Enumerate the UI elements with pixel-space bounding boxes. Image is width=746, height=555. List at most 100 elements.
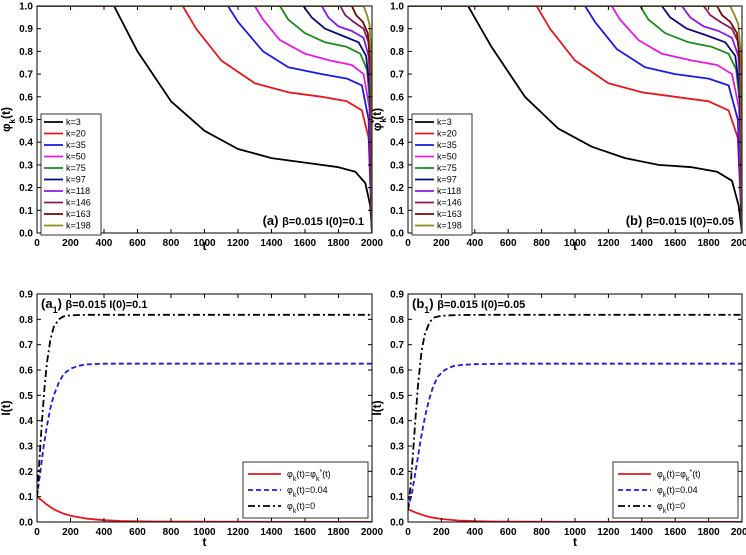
legend-text: (t)= (666, 469, 680, 479)
panel-annotation: (a) β=0.015 I(0)=0.1 (263, 213, 364, 228)
x-tick-label: 1000 (564, 238, 587, 249)
y-tick-label: 0.9 (19, 290, 33, 301)
chart-panel-a1: 0 200 400 600 800 1000 1200 1400 1600 1800 2000 0.0… (0, 290, 384, 550)
panel-letter: (b) (626, 213, 646, 228)
x-tick-label: 2000 (361, 527, 384, 538)
x-tick-label: 200 (433, 238, 450, 249)
y-tick-label: 0.6 (390, 92, 404, 103)
series-line-k=50 (408, 6, 742, 233)
y-axis-label: φk(t) (0, 107, 17, 132)
legend-text: (t)=0 (666, 501, 685, 511)
series-line-k=20 (408, 6, 742, 233)
y-tick-label: 0.6 (19, 366, 33, 377)
y-tick-label: 0.5 (19, 391, 33, 402)
x-tick-label: 1400 (631, 238, 654, 249)
legend-label: k=20 (437, 129, 457, 139)
y-tick-label: 0.0 (19, 229, 33, 240)
series-line-k=198 (408, 6, 742, 233)
panel-annotation: (b1) β=0.015 I(0)=0.05 (412, 296, 525, 315)
y-label-base: φ (0, 123, 13, 132)
legend-label: k=75 (66, 163, 86, 173)
y-tick-label: 0.5 (19, 115, 33, 126)
y-tick-label: 1.0 (19, 2, 33, 13)
y-axis-label: I(t) (0, 400, 13, 415)
chart-panel-b: 0 200 400 600 800 1000 1200 1400 1600 1800 2000 0.0… (370, 2, 746, 254)
legend-label: φk(t)=0 (657, 501, 685, 515)
y-tick-label: 0.5 (390, 391, 404, 402)
x-axis-label: t (203, 535, 207, 549)
y-tick-label: 0.0 (390, 229, 404, 240)
x-tick-label: 600 (500, 238, 517, 249)
series-line-k=3 (408, 6, 742, 233)
chart-panel-b1: 0 200 400 600 800 1000 1200 1400 1600 1800 2000 0.0… (370, 290, 746, 550)
panel-letter: (a (41, 296, 53, 311)
panel-letter-sub: 1 (424, 305, 429, 315)
x-tick-label: 1400 (260, 527, 283, 538)
legend-label: k=35 (66, 140, 86, 150)
x-axis-label: t (573, 239, 577, 253)
legend-sub: k (316, 476, 320, 483)
series-line-φk(t)=0.04 (408, 362, 742, 510)
y-tick-label: 0.6 (19, 92, 33, 103)
legend-text: (t)=0.04 (296, 485, 327, 495)
series-line-φk(t)=0.04 (37, 362, 372, 497)
x-tick-label: 0 (405, 238, 411, 249)
legend-label: k=198 (437, 221, 462, 231)
chart-panel-a: 0 200 400 600 800 1000 1200 1400 1600 1800 2000 0.0… (0, 2, 384, 254)
series-line-k=50 (37, 6, 372, 233)
panel-params: β=0.015 I(0)=0.1 (66, 299, 148, 311)
x-tick-label: 600 (129, 527, 146, 538)
x-tick-label: 1200 (227, 238, 250, 249)
legend-label: k=50 (66, 152, 86, 162)
x-axis-label: t (203, 239, 207, 253)
series-line-k=75 (37, 6, 372, 233)
x-tick-label: 1600 (294, 238, 317, 249)
series-line-k=20 (37, 6, 372, 233)
x-tick-label: 1000 (193, 238, 216, 249)
legend-label: k=3 (66, 117, 81, 127)
y-tick-label: 0.8 (390, 315, 404, 326)
y-tick-label: 0.7 (19, 340, 33, 351)
x-tick-label: 1800 (697, 527, 720, 538)
x-tick-label: 800 (533, 238, 550, 249)
panel-letter-close: ) (429, 296, 437, 311)
series-group (37, 6, 372, 233)
x-tick-label: 800 (163, 527, 180, 538)
y-tick-label: 0.9 (390, 24, 404, 35)
x-tick-label: 0 (405, 527, 411, 538)
x-tick-label: 1600 (664, 238, 687, 249)
legend-sub: k (293, 476, 297, 483)
y-tick-label: 0.7 (390, 340, 404, 351)
x-tick-label: 400 (96, 527, 113, 538)
x-tick-label: 2000 (731, 527, 746, 538)
x-tick-label: 1400 (631, 527, 654, 538)
series-line-k=3 (37, 6, 372, 233)
legend-label: k=75 (437, 163, 457, 173)
legend-sub: k (293, 508, 297, 515)
y-tick-label: 0.4 (390, 138, 404, 149)
legend-phi: φ (680, 469, 686, 479)
y-tick-label: 0.3 (390, 442, 404, 453)
y-label-tail: (t) (0, 107, 13, 119)
series-line-k=35 (37, 6, 372, 233)
panel-letter-sub: 1 (53, 305, 58, 315)
y-label-star: * (370, 119, 379, 123)
x-tick-label: 600 (129, 238, 146, 249)
x-tick-label: 0 (34, 238, 40, 249)
y-tick-label: 0.9 (19, 24, 33, 35)
panel-params: β=0.015 I(0)=0.1 (282, 216, 364, 228)
panel-letter: (b (412, 296, 424, 311)
legend-sub: k (686, 476, 690, 483)
x-tick-label: 1600 (294, 527, 317, 538)
x-tick-label: 200 (433, 527, 450, 538)
x-tick-label: 1200 (227, 527, 250, 538)
y-tick-label: 0.0 (390, 518, 404, 529)
y-tick-label: 0.7 (390, 70, 404, 81)
x-tick-label: 200 (62, 238, 79, 249)
legend-label: k=118 (66, 186, 90, 196)
